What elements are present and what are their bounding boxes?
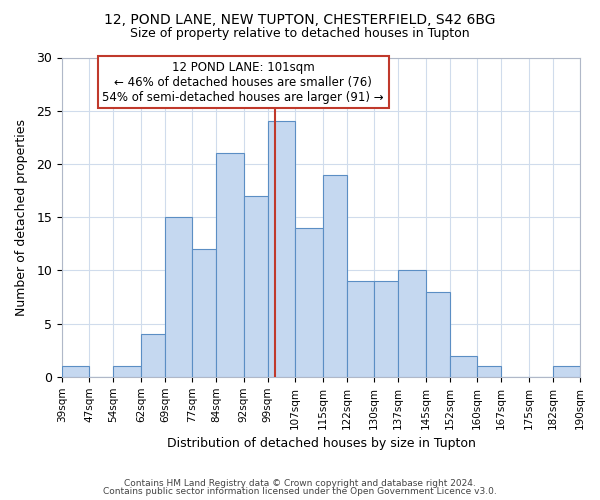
Bar xyxy=(425,292,449,377)
X-axis label: Distribution of detached houses by size in Tupton: Distribution of detached houses by size … xyxy=(167,437,475,450)
Bar xyxy=(141,334,165,377)
Text: 12, POND LANE, NEW TUPTON, CHESTERFIELD, S42 6BG: 12, POND LANE, NEW TUPTON, CHESTERFIELD,… xyxy=(104,12,496,26)
Bar xyxy=(295,228,323,377)
Bar xyxy=(449,356,477,377)
Bar xyxy=(217,154,244,377)
Bar xyxy=(398,270,425,377)
Bar xyxy=(553,366,580,377)
Text: Contains public sector information licensed under the Open Government Licence v3: Contains public sector information licen… xyxy=(103,487,497,496)
Text: 12 POND LANE: 101sqm
← 46% of detached houses are smaller (76)
54% of semi-detac: 12 POND LANE: 101sqm ← 46% of detached h… xyxy=(103,60,384,104)
Bar xyxy=(113,366,141,377)
Y-axis label: Number of detached properties: Number of detached properties xyxy=(15,118,28,316)
Text: Contains HM Land Registry data © Crown copyright and database right 2024.: Contains HM Land Registry data © Crown c… xyxy=(124,478,476,488)
Text: Size of property relative to detached houses in Tupton: Size of property relative to detached ho… xyxy=(130,28,470,40)
Bar xyxy=(347,281,374,377)
Bar xyxy=(62,366,89,377)
Bar xyxy=(193,249,217,377)
Bar xyxy=(323,174,347,377)
Bar xyxy=(268,122,295,377)
Bar xyxy=(244,196,268,377)
Bar xyxy=(374,281,398,377)
Bar xyxy=(477,366,501,377)
Bar xyxy=(165,217,193,377)
